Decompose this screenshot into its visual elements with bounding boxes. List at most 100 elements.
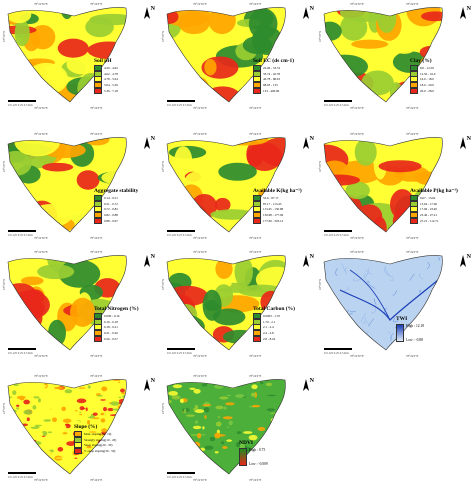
scale-label: 0 0.125 0.25 0.5 Km — [324, 351, 349, 355]
north-label: N — [309, 6, 314, 12]
map-panel-soil-ph: 78°22'30"E 78°24'0"E 78°22'30"E 78°24'0"E 18… — [2, 2, 155, 112]
legend-label: 20.0 - 28.0 — [420, 88, 434, 93]
map-available-p — [323, 137, 443, 233]
map-total-carbon — [166, 255, 286, 351]
legend-title: Soil pH — [94, 58, 112, 64]
twi-channel — [390, 332, 394, 340]
legend-item: 0.82 - 0.88 — [94, 212, 146, 219]
legend-label: 13.62 - 17.06 — [420, 201, 437, 206]
legend-title: Total Nitrogen (%) — [94, 306, 139, 312]
twi-channel — [384, 267, 392, 277]
coord-label-top: 78°22'30"E — [34, 250, 48, 254]
twi-channel — [342, 314, 347, 324]
scale-bar — [8, 100, 36, 102]
coord-label-left: 18°5'0"N — [318, 160, 322, 172]
legend-swatch — [410, 195, 418, 202]
coord-label-top: 78°22'30"E — [350, 2, 364, 6]
map-panel-total-nitrogen: 78°22'30"E 78°24'0"E 78°22'30"E 78°24'0"E 18… — [2, 250, 155, 360]
legend-label: 4.62 - 4.78 — [104, 71, 118, 76]
legend-label: 16.0 - 18.0 — [420, 77, 434, 82]
twi-channel — [409, 273, 415, 281]
legend-title: Soil EC (ds cm-1) — [253, 58, 295, 64]
legend-label: 177.09 - 503.12 — [263, 218, 284, 223]
legend: NDVI High : 0.75 Low : -0.009 — [239, 440, 291, 466]
legend-item: 5.04 - 5.36 — [94, 82, 146, 89]
north-label: N — [150, 254, 155, 260]
coord-label-bottom: 78°24'0"E — [249, 354, 262, 358]
legend-label: 0.16 - 0.18 — [104, 319, 118, 324]
legend: Slope (%) Mod. sloping (0 - 10) Strongly s… — [74, 424, 126, 455]
scale-label: 0 0.125 0.25 0.5 Km — [167, 475, 192, 479]
legend-label: 0.21 - 0.26 — [104, 331, 118, 336]
legend-label: 0.82 - 0.88 — [104, 213, 118, 218]
legend: Available P(kg ha⁻¹) 9.67 - 13.62 13.62 - … — [410, 188, 462, 224]
legend-item: 2.8 - 8.22 — [253, 335, 305, 342]
legend-swatch — [94, 200, 102, 207]
legend-label: Mod. sloping (0 - 10) — [84, 432, 112, 437]
coord-label-bottom: 78°24'0"E — [406, 106, 419, 110]
legend-item: 13.62 - 17.06 — [410, 200, 462, 207]
legend-label: 17.06 - 23.40 — [420, 207, 437, 212]
north-arrow-icon: N — [460, 254, 471, 268]
legend-title: Available K(kg ha⁻¹) — [253, 188, 302, 194]
coord-label-top: 78°24'0"E — [249, 132, 262, 136]
twi-channel — [344, 267, 348, 275]
coord-label-top: 78°22'30"E — [34, 132, 48, 136]
coord-label-bottom: 78°22'30"E — [193, 354, 207, 358]
legend-swatch — [410, 70, 418, 77]
scale-label: 0 0.125 0.25 0.5 Km — [8, 351, 33, 355]
legend-item: 0.51 - 0.72 — [94, 200, 146, 207]
legend-high-label: High : 12.18 — [406, 323, 425, 328]
legend: TWI High : 12.18 Low : -0.88 — [396, 316, 448, 342]
legend-item: 33.74 - 42.78 — [253, 70, 305, 77]
legend-swatch — [410, 212, 418, 219]
coord-label-bottom: 78°24'0"E — [249, 478, 262, 482]
legend: Total Nitrogen (%) 0.009 - 0.16 0.16 - 0.1… — [94, 306, 146, 342]
north-label: N — [150, 378, 155, 384]
legend-label: 2.4 - 2.8 — [263, 331, 274, 336]
north-arrow-icon: N — [460, 136, 471, 150]
legend: Clay (%) 8.0 - 12.50 12.50 - 16.0 16.0 - 18… — [410, 58, 462, 94]
scale-bar — [167, 472, 195, 474]
coord-label-top: 78°22'30"E — [34, 2, 48, 6]
north-arrow-icon: N — [144, 136, 155, 150]
coord-label-top: 78°22'30"E — [34, 374, 48, 378]
scale-bar — [324, 100, 352, 102]
legend-swatch — [94, 70, 102, 77]
legend-label: 0.26 - 0.57 — [104, 336, 118, 341]
legend-item: 27.21 - 112.71 — [410, 217, 462, 224]
legend-item: 68.03 - 133 — [253, 82, 305, 89]
north-arrow-icon: N — [144, 254, 155, 268]
scale-label: 0 0.125 0.25 0.5 Km — [8, 233, 33, 237]
twi-channel — [384, 307, 387, 314]
twi-channel — [348, 333, 356, 340]
twi-channel — [364, 317, 372, 327]
legend-swatch — [253, 65, 261, 72]
legend-swatch — [253, 313, 261, 320]
map-panel-clay: 78°22'30"E 78°24'0"E 78°22'30"E 78°24'0"E 18… — [318, 2, 471, 112]
north-label: N — [309, 254, 314, 260]
scale-bar — [324, 348, 352, 350]
twi-channel — [361, 313, 367, 323]
legend-title: NDVI — [239, 440, 254, 446]
coord-label-bottom: 78°22'30"E — [193, 236, 207, 240]
coord-label-bottom: 78°24'0"E — [90, 236, 103, 240]
north-label: N — [309, 378, 314, 384]
legend-label: 0.72 - 0.82 — [104, 207, 118, 212]
coord-label-top: 78°24'0"E — [406, 250, 419, 254]
legend-label: 113.45 - 130.98 — [263, 207, 284, 212]
legend: Aggregate stability 0.14 - 0.51 0.51 - 0.7… — [94, 188, 146, 224]
scale-label: 0 0.125 0.25 0.5 Km — [167, 233, 192, 237]
twi-channel — [419, 289, 422, 293]
legend-label: 18.0 - 20.0 — [420, 83, 434, 88]
legend-swatch — [74, 436, 82, 443]
map-aggregate-stability — [7, 137, 127, 233]
legend-item: 0.26 - 0.57 — [94, 335, 146, 342]
twi-channel — [353, 278, 362, 282]
legend-label: 53.6 - 87.17 — [263, 196, 279, 201]
north-label: N — [466, 136, 471, 142]
twi-channel — [384, 265, 390, 276]
legend-label: 42.78 - 68.03 — [263, 77, 280, 82]
legend-item: 0.88 - 0.97 — [94, 217, 146, 224]
legend-swatch — [253, 200, 261, 207]
